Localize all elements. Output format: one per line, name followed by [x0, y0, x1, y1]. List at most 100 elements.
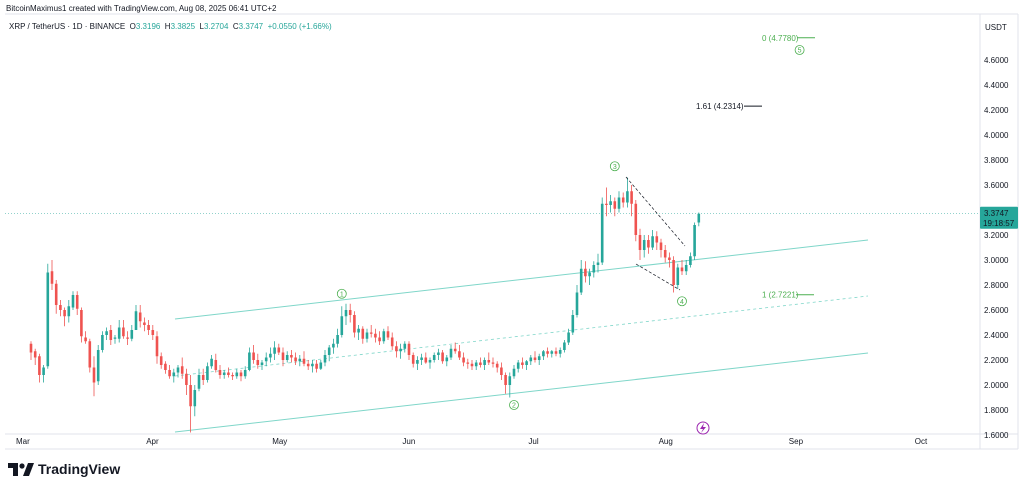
high-value: 3.3825 [170, 22, 196, 31]
candle-body [575, 292, 579, 315]
candle-body [588, 272, 591, 277]
candle-body [185, 373, 188, 385]
candle-body [508, 376, 512, 385]
lightning-icon[interactable] [700, 423, 706, 433]
candle-body [239, 372, 243, 377]
wave-label-text: 4 [680, 299, 684, 306]
candle-body [579, 268, 583, 293]
candle-body [605, 203, 608, 205]
candle-body [109, 330, 113, 340]
high-label: H [164, 22, 171, 31]
wave-label-text: 2 [512, 403, 516, 410]
candle-body [374, 333, 377, 338]
candle-body [256, 360, 260, 365]
x-tick-label: May [272, 437, 287, 446]
candle-body [495, 363, 499, 368]
x-tick-label: Mar [16, 437, 30, 446]
candle-body [558, 350, 562, 354]
candle-body [151, 330, 155, 335]
y-tick-label: 3.6000 [984, 181, 1009, 190]
candle-body [441, 352, 444, 362]
candle-body [407, 343, 411, 355]
candle-body [222, 372, 226, 375]
candle-body [302, 358, 306, 364]
candle-body [277, 347, 281, 353]
candle-body [546, 351, 549, 354]
tradingview-logo[interactable]: TradingView [8, 461, 120, 477]
x-tick-label: Oct [915, 437, 928, 446]
fib-level-label: 1.61 (4.2314) [696, 102, 744, 111]
candle-body [235, 372, 239, 377]
candle-body [693, 225, 696, 257]
candle-body [453, 348, 457, 352]
candle-body [348, 310, 352, 315]
candle-body [71, 295, 75, 308]
candle-body [38, 356, 41, 375]
candle-body [659, 242, 663, 250]
candle-body [365, 332, 369, 339]
candle-body [260, 362, 264, 365]
candle-body [529, 357, 533, 362]
candle-body [521, 362, 524, 365]
candle-body [474, 362, 478, 367]
x-tick-label: Sep [789, 437, 804, 446]
candle-body [117, 327, 121, 339]
candle-body [172, 372, 176, 377]
candle-body [113, 337, 117, 339]
candle-body [231, 375, 234, 377]
candle-body [613, 201, 617, 209]
candle-body [684, 265, 688, 272]
candle-body [668, 257, 671, 260]
candle-body [428, 360, 432, 363]
candle-body [101, 335, 104, 350]
candle-body [571, 315, 575, 333]
candle-body [638, 235, 642, 250]
symbol-title[interactable]: XRP / TetherUS · 1D · BINANCE [9, 22, 126, 31]
price-tag-value: 3.3747 [984, 209, 1009, 218]
symbol-legend: XRP / TetherUS · 1D · BINANCE O3.3196 H3… [9, 22, 332, 31]
fib-level-label: 1 (2.7221) [762, 291, 799, 300]
x-tick-label: Aug [659, 437, 673, 446]
wave-label-circle [509, 400, 519, 410]
candle-body [46, 272, 50, 367]
candle-body [42, 367, 45, 375]
candle-body [600, 203, 604, 263]
candle-body [445, 357, 449, 362]
candle-body [285, 355, 289, 360]
candle-body [130, 330, 134, 339]
candle-body [54, 283, 58, 305]
candle-body [306, 363, 310, 367]
candle-body [227, 372, 230, 375]
candle-body [403, 343, 407, 349]
candle-body [462, 357, 465, 363]
candle-body [672, 260, 675, 285]
candle-body [298, 358, 302, 362]
candle-body [458, 351, 461, 358]
candle-body [399, 348, 402, 352]
candle-body [626, 191, 629, 203]
author-credit: BitcoinMaximus1 created with TradingView… [6, 4, 277, 13]
candle-body [344, 310, 348, 317]
candle-body [378, 337, 381, 342]
candle-body [323, 355, 327, 363]
candle-body [466, 362, 470, 364]
y-tick-label: 2.8000 [984, 281, 1009, 290]
candle-body [332, 343, 335, 348]
candle-body [143, 322, 146, 325]
tradingview-logo-icon [8, 462, 34, 476]
candle-body [609, 201, 612, 205]
candle-body [487, 360, 491, 363]
x-tick-label: Jul [528, 437, 538, 446]
candle-body [75, 295, 79, 309]
candle-body [697, 213, 701, 223]
wave-label-text: 3 [613, 164, 617, 171]
candle-body [584, 268, 587, 277]
candle-body [424, 357, 428, 363]
y-tick-label: 1.6000 [984, 431, 1009, 440]
candle-body [147, 325, 150, 330]
open-value: 3.3196 [135, 22, 161, 31]
candle-body [92, 367, 96, 383]
candle-body [290, 355, 293, 358]
change-value: +0.0550 (+1.66%) [267, 22, 332, 31]
